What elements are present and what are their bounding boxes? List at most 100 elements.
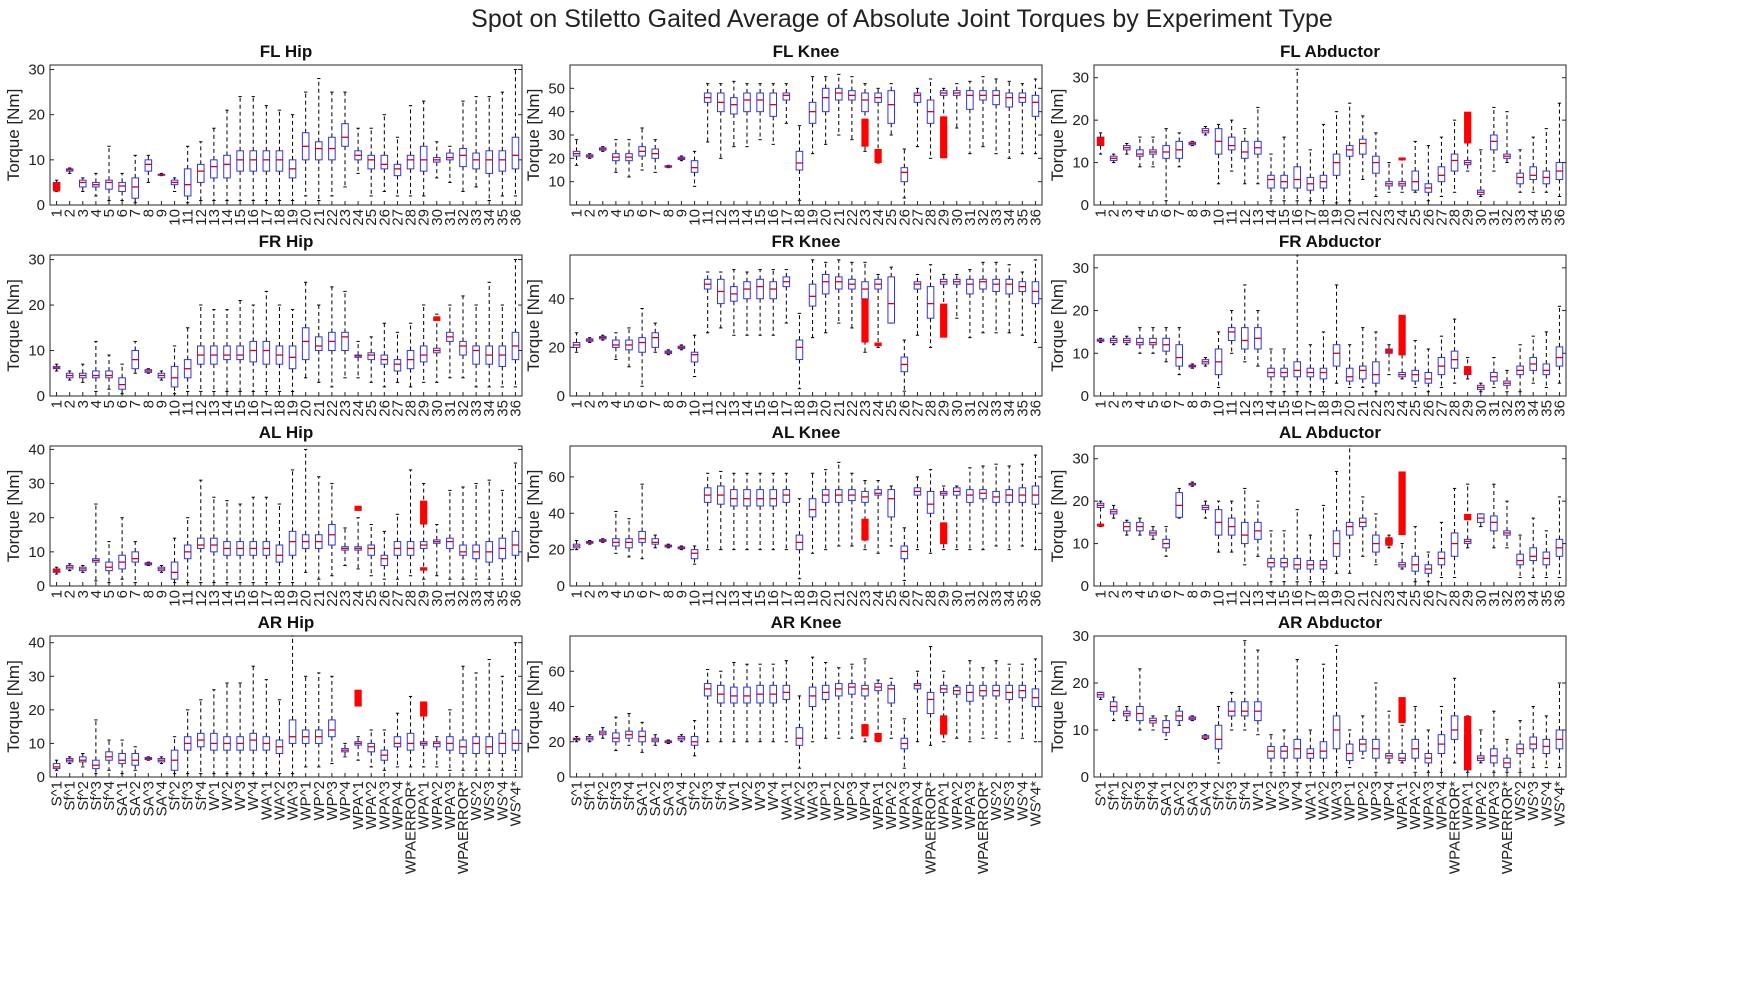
x-tick-label: 21 — [831, 209, 848, 226]
x-tick-label: 20 — [818, 590, 835, 607]
box-body — [651, 332, 660, 348]
outlier-cluster — [420, 500, 428, 525]
box — [393, 513, 402, 580]
y-axis-label: Torque [Nm] — [524, 470, 543, 563]
outlier-cluster — [1464, 366, 1472, 375]
box — [1136, 327, 1144, 354]
box — [301, 448, 310, 573]
box — [835, 73, 843, 136]
box — [183, 327, 192, 392]
x-tick-label: WP^4 — [857, 781, 874, 821]
box-body — [1372, 155, 1380, 174]
box — [1345, 729, 1354, 769]
box-body — [1345, 743, 1354, 762]
x-tick-label: 8 — [660, 209, 677, 217]
box — [703, 83, 712, 143]
box-body — [795, 727, 804, 746]
box — [821, 469, 830, 551]
x-tick-label: 8 — [1184, 209, 1201, 217]
x-tick-label: Sf^4 — [713, 781, 730, 811]
x-tick-label: 26 — [896, 590, 913, 607]
box — [769, 663, 778, 743]
box — [1359, 715, 1367, 759]
x-tick-label: WPA^2 — [429, 781, 446, 829]
x-tick-label: 29 — [1460, 400, 1477, 417]
box-body — [1319, 741, 1328, 759]
box — [118, 739, 126, 775]
x-tick-label: 3 — [595, 209, 612, 217]
box-body — [690, 351, 699, 363]
x-tick-label: 10 — [1211, 400, 1228, 417]
x-tick-label: 13 — [206, 590, 223, 607]
box — [1516, 149, 1524, 193]
outlier-cluster — [874, 342, 882, 347]
x-tick-label: WP^3 — [844, 781, 861, 821]
x-tick-label: 31 — [442, 209, 459, 226]
y-axis-label: Torque [Nm] — [4, 660, 23, 753]
box — [913, 87, 922, 148]
box — [131, 541, 139, 584]
x-tick-label: 28 — [1447, 590, 1464, 607]
outlier-cluster — [433, 316, 441, 321]
x-tick-label: 36 — [1027, 400, 1044, 417]
box — [572, 735, 581, 743]
box — [1306, 729, 1315, 773]
x-tick-label: 14 — [739, 209, 756, 226]
box — [1411, 526, 1420, 583]
x-tick-label: 12 — [1237, 209, 1254, 226]
box-body — [419, 345, 428, 363]
box — [1149, 327, 1157, 354]
box — [511, 259, 520, 388]
box — [1319, 663, 1328, 773]
x-tick-label: 11 — [180, 590, 197, 606]
box — [848, 261, 856, 329]
box — [900, 527, 909, 582]
x-tick-label: 10 — [167, 590, 184, 607]
box — [1306, 344, 1315, 393]
box-body — [419, 145, 428, 172]
x-tick-label: 34 — [481, 590, 498, 607]
x-tick-label: 5 — [621, 209, 638, 217]
x-tick-label: 3 — [595, 590, 612, 598]
box-body — [821, 489, 830, 503]
box — [354, 517, 362, 570]
y-tick-label: 0 — [37, 769, 45, 786]
x-tick-label: 8 — [140, 209, 157, 217]
outlier-cluster — [52, 568, 61, 573]
x-tick-label: W^4 — [245, 781, 262, 811]
x-tick-label: 30 — [1473, 400, 1490, 417]
outlier-cluster — [52, 182, 61, 192]
x-tick-label: 23 — [1381, 590, 1398, 607]
x-tick-label: 16 — [245, 209, 262, 226]
box-body — [926, 490, 935, 514]
box-body — [730, 97, 738, 115]
box — [1529, 517, 1538, 579]
box — [157, 370, 166, 381]
x-tick-label: Sf^4 — [101, 781, 118, 811]
box — [498, 304, 507, 388]
x-tick-label: 12 — [193, 400, 210, 417]
x-tick-label: 28 — [1447, 209, 1464, 226]
x-tick-label: SA^1 — [634, 781, 651, 816]
box — [782, 83, 791, 124]
x-tick-label: 11 — [1224, 590, 1241, 606]
box — [1214, 123, 1223, 185]
x-tick-label: WPA^3 — [1486, 781, 1503, 829]
x-tick-label: 35 — [1538, 209, 1555, 226]
box-body — [288, 719, 297, 744]
box-body — [1411, 555, 1420, 572]
x-tick-label: WPAERROR* — [455, 781, 472, 874]
x-tick-label: 31 — [962, 400, 979, 417]
box — [288, 309, 297, 392]
box-body — [459, 544, 467, 556]
box-body — [1214, 724, 1223, 750]
box-body — [275, 150, 284, 172]
x-tick-label: W^1 — [726, 781, 743, 811]
box-body — [900, 167, 909, 183]
box — [65, 167, 74, 174]
box — [341, 742, 349, 758]
box-body — [874, 489, 882, 496]
panel-title: AL Hip — [259, 423, 313, 442]
box — [625, 327, 633, 368]
